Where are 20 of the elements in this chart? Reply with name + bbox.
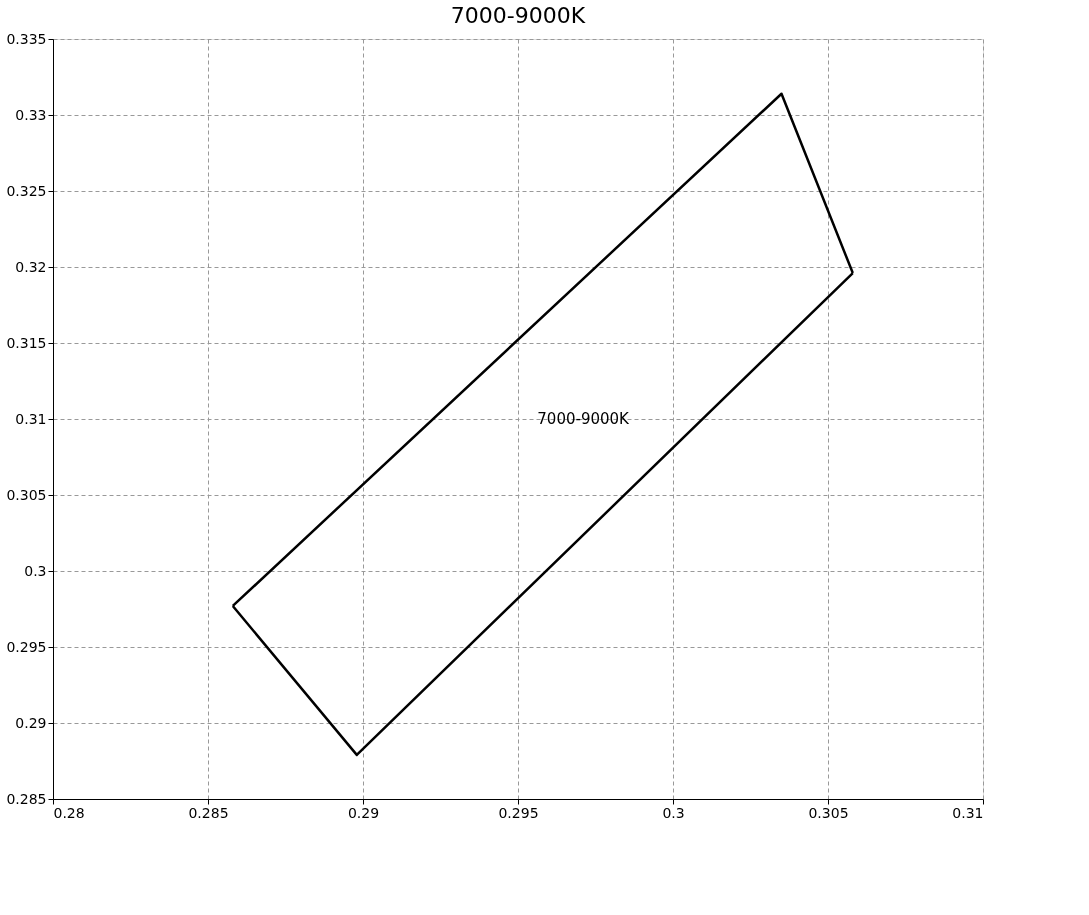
y-tick-label: 0.31	[15, 410, 47, 427]
x-tick-label: 0.3	[662, 804, 685, 821]
annotation: 7000-9000K	[537, 410, 631, 428]
y-tick-label: 0.29	[15, 714, 47, 731]
y-tick-label: 0.305	[6, 486, 47, 503]
y-tick-label: 0.295	[6, 638, 47, 655]
y-tick-label: 0.285	[6, 790, 47, 807]
y-tick-label: 0.325	[6, 182, 47, 199]
y-tick-label: 0.3	[24, 562, 47, 579]
x-tick-label: 0.305	[808, 804, 849, 821]
y-tick-label: 0.315	[6, 334, 47, 351]
y-tick-label: 0.33	[15, 106, 47, 123]
y-tick-label: 0.32	[15, 258, 47, 275]
chart-title: 7000-9000K	[450, 3, 586, 28]
x-tick-label: 0.28	[53, 804, 85, 821]
x-tick-label: 0.295	[498, 804, 539, 821]
x-tick-label: 0.31	[952, 804, 984, 821]
y-tick-label: 0.335	[6, 30, 47, 47]
x-tick-label: 0.29	[347, 804, 380, 821]
x-tick-label: 0.285	[188, 804, 229, 821]
